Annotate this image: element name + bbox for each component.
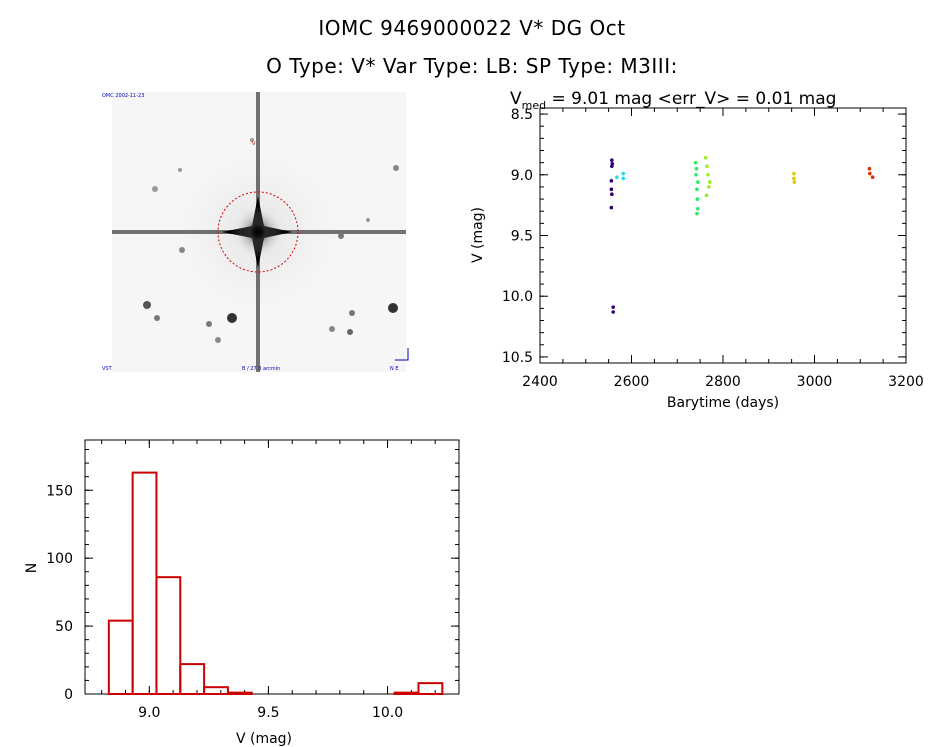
lc-data-point <box>792 171 796 176</box>
lc-data-point <box>867 166 872 171</box>
lc-data-point <box>615 175 619 180</box>
lc-y-tick-label: 9.0 <box>511 168 533 184</box>
lc-data-point <box>695 211 699 216</box>
lc-data-point <box>695 187 699 192</box>
hist-x-axis-label: V (mag) <box>236 731 292 747</box>
chart-title: IOMC 9469000022 V* DG Oct <box>318 16 626 40</box>
lc-data-point <box>870 175 875 180</box>
lc-data-point <box>704 193 709 198</box>
hist-bar <box>203 686 229 696</box>
lc-data-point <box>705 164 709 169</box>
lc-y-tick-label: 8.5 <box>511 107 533 123</box>
lc-data-point <box>695 197 700 201</box>
hist-y-tick-label: 150 <box>46 483 73 499</box>
lc-data-point <box>703 155 708 160</box>
lc-data-point <box>621 171 626 176</box>
hist-plot-frame <box>84 439 460 695</box>
lc-title: Vmed = 9.01 mag <err_V> = 0.01 mag <box>510 89 836 112</box>
lc-data-point <box>706 172 710 177</box>
lc-y-tick-label: 9.5 <box>511 229 533 245</box>
image-compass-label: N E <box>390 366 399 372</box>
lc-data-point <box>694 166 699 171</box>
lc-y-tick-label: 10.5 <box>502 350 533 366</box>
lc-data-point <box>610 162 615 166</box>
lc-data-point <box>610 158 614 163</box>
hist-y-tick-label: 100 <box>46 551 73 567</box>
lc-x-tick-label: 3000 <box>797 374 833 390</box>
lc-data-point <box>621 176 626 181</box>
lc-data-point <box>694 172 698 177</box>
lc-data-point <box>609 187 614 192</box>
lc-data-point <box>707 185 711 189</box>
lc-data-point <box>693 160 698 165</box>
hist-x-tick-label: 10.0 <box>372 705 403 721</box>
lc-data-point <box>609 179 614 183</box>
lc-x-axis-label: Barytime (days) <box>667 395 779 411</box>
lc-data-point <box>609 205 614 210</box>
lc-data-point <box>696 206 700 211</box>
hist-y-axis-label: N <box>24 563 40 573</box>
hist-y-tick-label: 0 <box>64 687 73 703</box>
hist-bar <box>417 682 444 695</box>
lc-data-point <box>611 305 615 309</box>
hist-bar <box>131 471 158 695</box>
lc-x-tick-label: 3200 <box>888 374 924 390</box>
hist-x-tick-label: 9.5 <box>257 705 279 721</box>
chart-subtitle: O Type: V* Var Type: LB: SP Type: M3III: <box>266 54 678 78</box>
image-top-left-label: OMC 2002-11-23 <box>102 93 144 99</box>
image-target-marker: V <box>252 141 256 147</box>
lc-data-point <box>868 171 872 176</box>
hist-bar <box>107 619 134 695</box>
image-bottom-center-label: B / 27.3 arcmin <box>242 366 280 372</box>
hist-bar <box>393 691 420 696</box>
hist-bar <box>179 663 206 696</box>
lc-x-tick-label: 2400 <box>522 374 558 390</box>
lc-data-point <box>792 180 797 184</box>
lc-data-point <box>696 180 700 184</box>
lc-data-point <box>610 192 614 197</box>
lc-data-point <box>707 180 712 184</box>
lc-y-axis-label: V (mag) <box>470 207 486 263</box>
hist-y-tick-label: 50 <box>55 619 73 635</box>
image-bottom-left-label: VST <box>102 366 113 372</box>
hist-bar <box>226 691 253 696</box>
lc-y-tick-label: 10.0 <box>502 289 533 305</box>
hist-x-tick-label: 9.0 <box>138 705 160 721</box>
lc-x-tick-label: 2600 <box>614 374 650 390</box>
hist-bar <box>155 576 182 696</box>
lc-data-point <box>611 310 615 314</box>
lc-data-point <box>792 176 796 181</box>
lc-x-tick-label: 2800 <box>705 374 741 390</box>
